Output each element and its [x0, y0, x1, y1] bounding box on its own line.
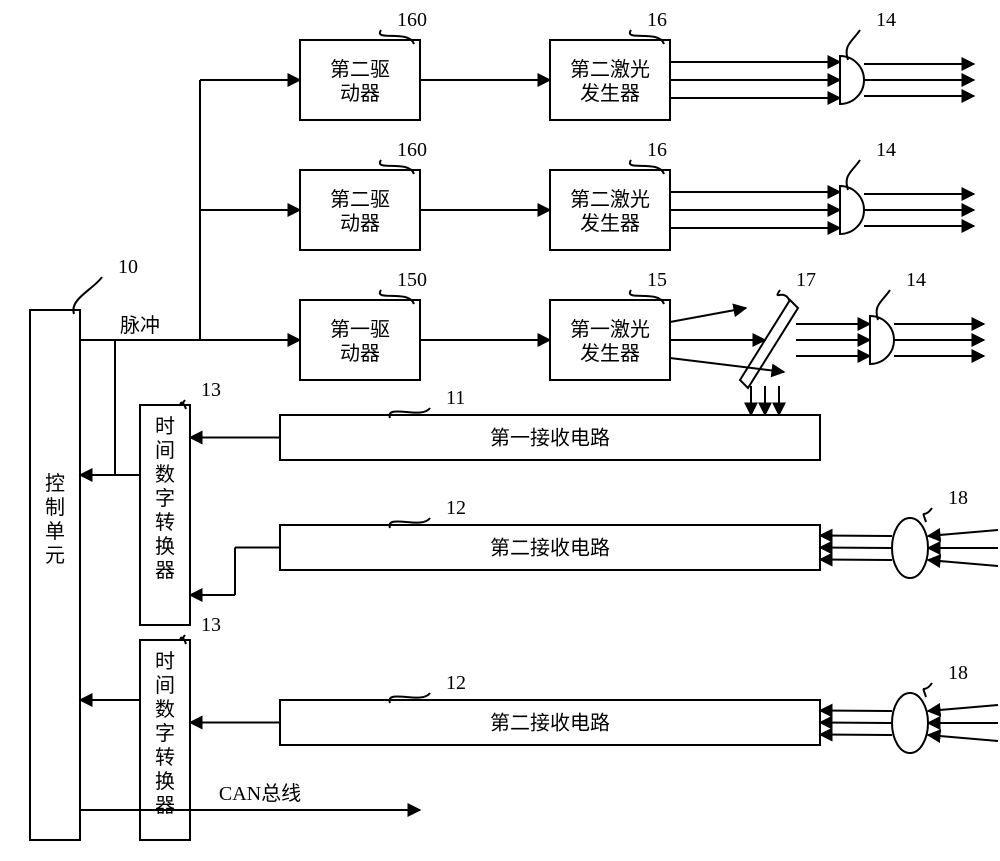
label-14: 14	[876, 139, 896, 161]
label-14: 14	[906, 269, 926, 291]
pulse-label: 脉冲	[120, 314, 160, 337]
rx2b-label: 第二接收电路	[490, 712, 610, 735]
leader-10	[73, 277, 102, 314]
beam-a-main	[670, 308, 746, 322]
label-16: 16	[647, 139, 667, 161]
svg-text:单: 单	[45, 520, 65, 543]
label-16: 16	[647, 9, 667, 31]
rx-in-c-0	[928, 560, 998, 566]
control-unit-box	[30, 310, 80, 840]
rx1-label: 第一接收电路	[490, 427, 610, 450]
svg-text:器: 器	[155, 795, 175, 817]
can-bus-label: CAN总线	[219, 782, 301, 805]
label-150: 150	[397, 269, 427, 291]
emit-lens-1	[840, 186, 864, 234]
svg-text:制: 制	[45, 496, 65, 519]
label-12: 12	[446, 672, 466, 694]
svg-text:转: 转	[155, 511, 175, 534]
svg-text:间: 间	[155, 674, 175, 697]
leader-18	[924, 683, 932, 697]
laser1-l1: 第一激光	[570, 318, 650, 341]
rx-l2b-c-0	[820, 560, 892, 561]
svg-text:时: 时	[155, 650, 175, 673]
leader-14	[847, 30, 860, 60]
svg-text:间: 间	[155, 439, 175, 462]
rx2a-label: 第二接收电路	[490, 537, 610, 560]
rx-l2b-b-1	[820, 723, 892, 724]
rx-l2b-b-0	[820, 548, 892, 549]
label-15: 15	[647, 269, 667, 291]
leader-14	[847, 160, 860, 190]
svg-text:控: 控	[45, 472, 65, 495]
label-11: 11	[446, 387, 465, 409]
laser2-l1-1: 第二激光	[570, 188, 650, 211]
svg-text:字: 字	[155, 487, 175, 510]
rx-lens-0	[892, 518, 928, 578]
svg-text:换: 换	[155, 535, 175, 558]
driver1-l2: 动器	[340, 342, 380, 365]
laser2-l2-1: 发生器	[580, 212, 640, 235]
rx-l2b-a-0	[820, 536, 892, 537]
label-17: 17	[796, 269, 816, 291]
rx-in-a-0	[928, 530, 998, 536]
svg-text:时: 时	[155, 415, 175, 438]
rx-in-c-1	[928, 735, 998, 741]
svg-text:转: 转	[155, 746, 175, 769]
label-12: 12	[446, 497, 466, 519]
leader-14	[877, 290, 890, 320]
rx-l2b-a-1	[820, 711, 892, 712]
driver1-l1: 第一驱	[330, 318, 390, 341]
label-160: 160	[397, 9, 427, 31]
label-160: 160	[397, 139, 427, 161]
driver2-l2-0: 动器	[340, 82, 380, 105]
label-14: 14	[876, 9, 896, 31]
laser2-l2-0: 发生器	[580, 82, 640, 105]
svg-text:器: 器	[155, 560, 175, 582]
label-18: 18	[948, 662, 968, 684]
rx-in-a-1	[928, 705, 998, 711]
emit-lens-main	[870, 316, 894, 364]
leader-17	[777, 290, 790, 302]
tdc-a-label: 时间数字转换器	[155, 415, 175, 582]
driver2-l1-0: 第二驱	[330, 58, 390, 81]
svg-text:数: 数	[155, 463, 175, 486]
laser2-l1-0: 第二激光	[570, 58, 650, 81]
leader-18	[924, 508, 932, 522]
svg-text:数: 数	[155, 698, 175, 721]
rx-lens-1	[892, 693, 928, 753]
tdc-b-label: 时间数字转换器	[155, 650, 175, 817]
svg-text:元: 元	[45, 545, 65, 567]
svg-text:字: 字	[155, 722, 175, 745]
rx-l2b-c-1	[820, 735, 892, 736]
splitter-box	[740, 300, 798, 388]
beam-c-main	[670, 358, 784, 372]
driver2-l2-1: 动器	[340, 212, 380, 235]
label-13: 13	[201, 614, 221, 636]
driver2-l1-1: 第二驱	[330, 188, 390, 211]
laser1-l2: 发生器	[580, 342, 640, 365]
label-18: 18	[948, 487, 968, 509]
label-13: 13	[201, 379, 221, 401]
svg-text:换: 换	[155, 770, 175, 793]
emit-lens-0	[840, 56, 864, 104]
label-10: 10	[118, 256, 138, 278]
